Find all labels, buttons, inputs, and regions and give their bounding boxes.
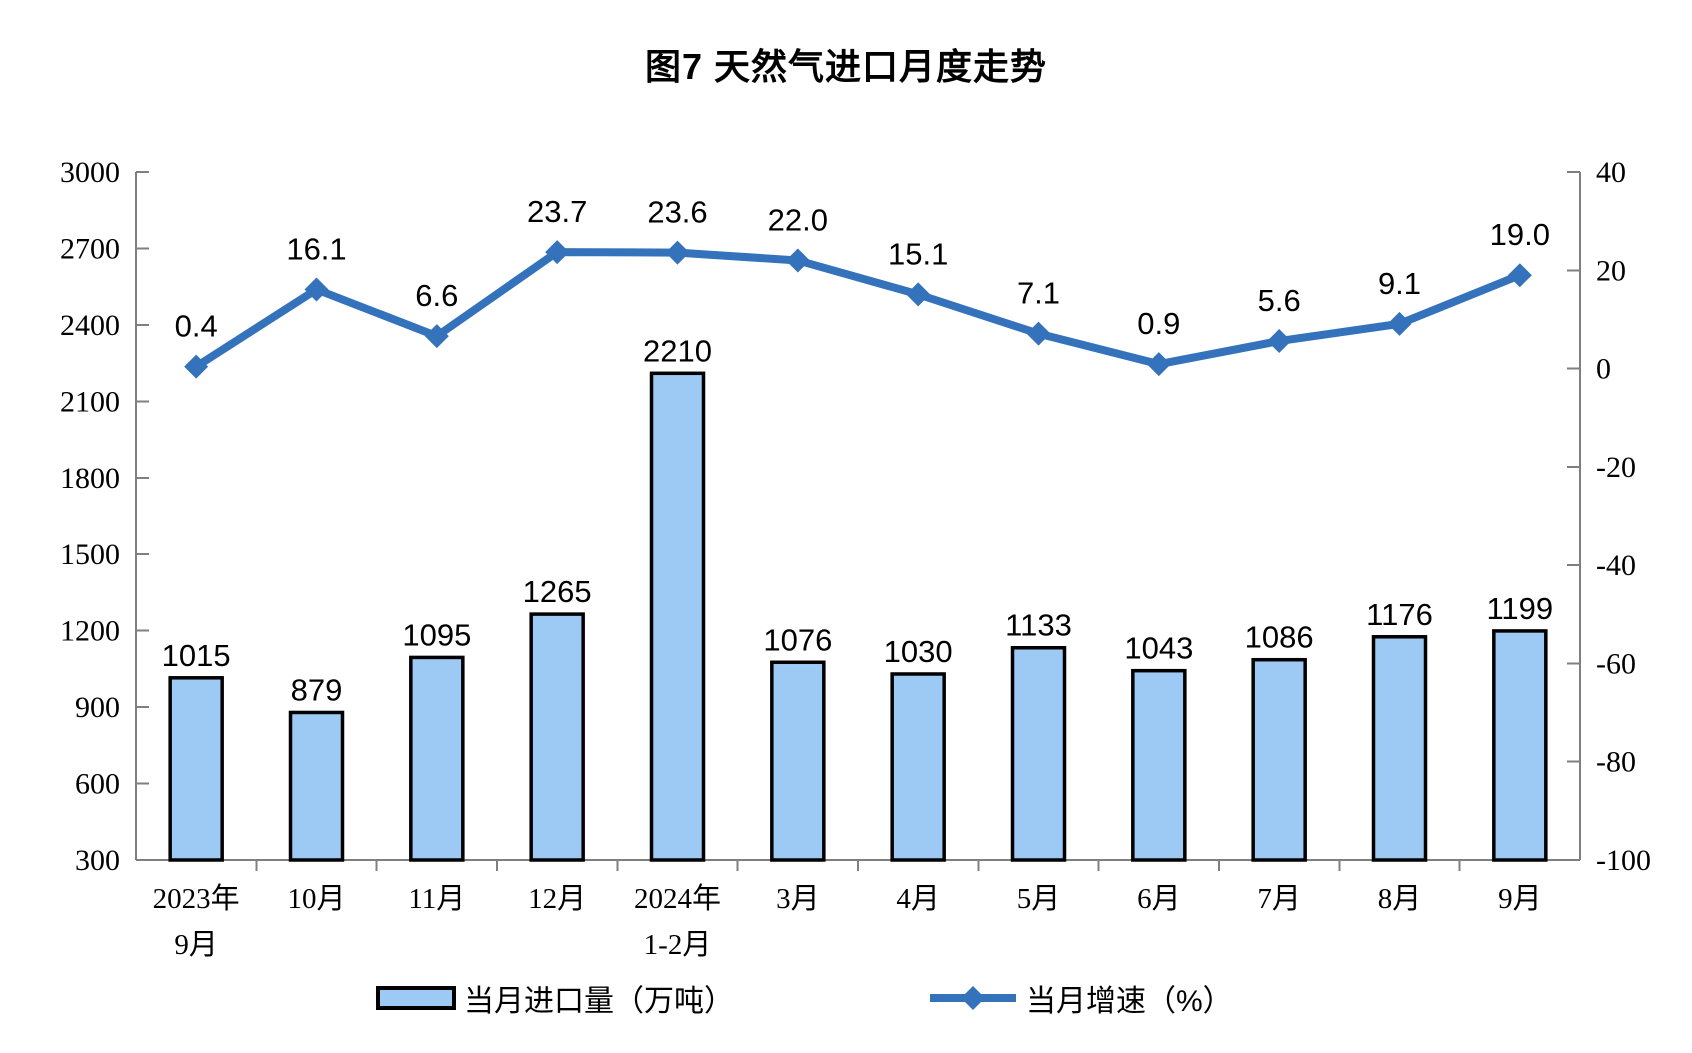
chart-title: 图7 天然气进口月度走势 [644, 46, 1048, 87]
bar-value-label: 1265 [523, 574, 592, 609]
bar-import-volume [288, 710, 345, 862]
right-axis-tick-label: -40 [1596, 549, 1636, 582]
bar-import-volume [1010, 645, 1067, 862]
line-point-marker [424, 324, 449, 349]
bar-value-label: 1095 [402, 617, 471, 652]
line-value-label: 6.6 [415, 278, 458, 313]
line-point-marker [1387, 311, 1412, 336]
line-point-marker [304, 277, 329, 302]
bar-import-volume [770, 660, 826, 862]
x-axis-category-label: 1-2月 [644, 929, 712, 961]
bar-series-swatch-icon [376, 986, 456, 1010]
bar-value-label: 879 [291, 672, 343, 707]
x-axis-category-label: 2023年 [153, 882, 240, 915]
right-axis-tick-label: 20 [1596, 254, 1626, 287]
line-value-label: 5.6 [1258, 283, 1301, 318]
bar-value-label: 1199 [1486, 591, 1553, 626]
x-axis-category-label: 4月 [896, 883, 940, 915]
line-point-marker [1026, 321, 1051, 346]
bar-import-volume [168, 676, 224, 862]
left-axis-tick-label: 300 [75, 844, 120, 877]
line-value-label: 15.1 [888, 236, 948, 271]
left-axis-tick-label: 2700 [60, 232, 120, 265]
left-axis-tick-label: 1200 [60, 615, 120, 648]
bar-value-label: 1133 [1005, 608, 1072, 643]
bar-import-volume [529, 612, 585, 862]
line-point-marker [1146, 352, 1171, 377]
line-point-marker [184, 354, 209, 379]
line-value-label: 9.1 [1378, 266, 1421, 301]
x-axis-category-label: 9月 [174, 929, 218, 961]
bar-value-label: 1076 [763, 622, 832, 657]
legend-item-import-volume: 当月进口量（万吨） [376, 976, 734, 1020]
left-axis-tick-label: 2400 [60, 309, 120, 342]
x-axis-category-label: 8月 [1378, 883, 1422, 915]
growth-rate-line [192, 248, 1524, 371]
x-axis-category-label: 7月 [1257, 883, 1301, 915]
line-value-label: 23.6 [647, 195, 707, 230]
bar-value-label: 1015 [162, 638, 231, 673]
line-point-marker [545, 240, 570, 265]
x-axis-category-label: 11月 [408, 883, 465, 915]
bar-value-label: 1086 [1245, 620, 1314, 655]
line-value-label: 0.4 [175, 309, 218, 344]
bar-import-volume [649, 371, 706, 862]
line-value-label: 22.0 [768, 202, 828, 237]
bar-import-volume [1371, 635, 1428, 862]
left-axis-tick-label: 1500 [60, 538, 120, 571]
bar-import-volume [1492, 629, 1548, 862]
x-axis-category-label: 3月 [776, 883, 820, 915]
bar-value-label: 1030 [884, 634, 953, 669]
line-value-label: 19.0 [1490, 217, 1550, 252]
right-axis-tick-label: -60 [1596, 647, 1636, 680]
legend-label-growth-rate: 当月增速（%） [1026, 985, 1233, 1018]
right-axis-tick-label: -100 [1596, 844, 1651, 877]
bar-import-volume [1131, 668, 1187, 862]
line-value-label: 7.1 [1017, 276, 1060, 311]
right-axis-tick-label: -80 [1596, 746, 1636, 779]
left-axis-tick-label: 900 [75, 691, 120, 724]
line-value-label: 0.9 [1137, 306, 1180, 341]
right-axis-tick-label: 0 [1596, 353, 1611, 386]
legend-item-growth-rate: 当月增速（%） [928, 976, 1233, 1020]
x-axis-category-label: 2024年 [634, 882, 721, 915]
line-point-marker [1507, 263, 1532, 288]
line-series-marker-icon [930, 986, 1016, 1010]
bar-value-label: 1043 [1124, 631, 1193, 666]
line-value-label: 23.7 [527, 194, 587, 229]
bar-import-volume [890, 672, 946, 862]
bar-import-volume [409, 655, 465, 862]
x-axis-category-label: 5月 [1017, 883, 1061, 915]
bar-import-volume [1251, 657, 1307, 862]
line-point-marker [785, 248, 810, 273]
line-value-label: 16.1 [286, 231, 346, 266]
left-axis-tick-label: 1800 [60, 462, 120, 495]
left-axis-tick-label: 3000 [60, 156, 120, 189]
line-point-marker [665, 240, 690, 265]
x-axis-category-label: 6月 [1137, 883, 1181, 915]
left-axis-tick-label: 600 [75, 768, 120, 801]
right-axis-tick-label: -20 [1596, 451, 1636, 484]
bar-value-label: 2210 [643, 333, 712, 368]
x-axis-category-label: 9月 [1498, 883, 1542, 915]
x-axis-category-label: 10月 [287, 883, 345, 915]
line-point-marker [1267, 329, 1292, 354]
x-axis-category-label: 12月 [528, 883, 586, 915]
right-axis-tick-label: 40 [1596, 156, 1626, 189]
left-axis-tick-label: 2100 [60, 385, 120, 418]
legend-label-import-volume: 当月进口量（万吨） [464, 985, 734, 1018]
bar-value-label: 1176 [1366, 597, 1433, 632]
line-point-marker [906, 282, 931, 307]
